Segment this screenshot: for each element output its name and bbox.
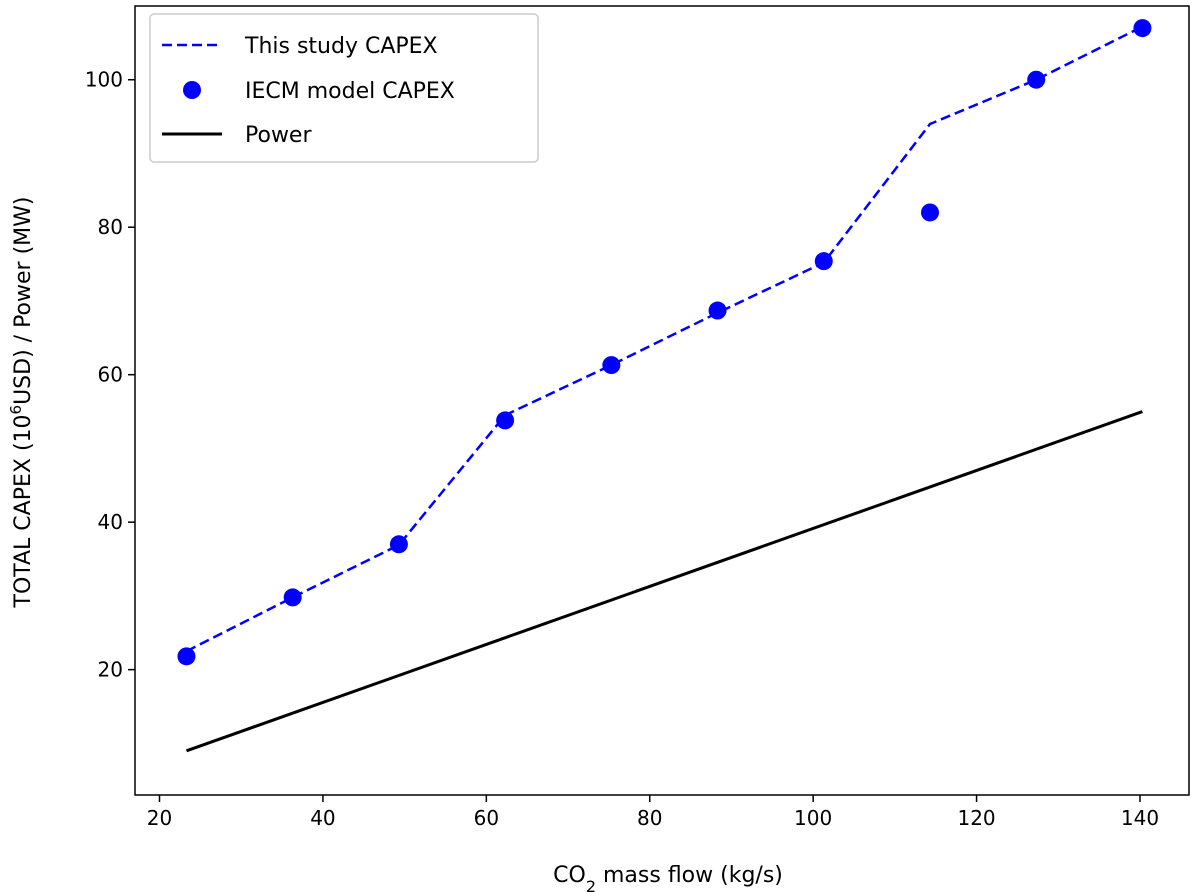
y-tick-label: 20 <box>98 658 123 682</box>
data-point-iecm-model-capex <box>708 301 727 320</box>
legend-label-this-study: This study CAPEX <box>244 34 438 59</box>
legend-marker-iecm <box>183 81 201 99</box>
legend-label-iecm: IECM model CAPEX <box>245 79 455 104</box>
x-tick-label: 120 <box>957 806 995 830</box>
data-point-iecm-model-capex <box>602 356 621 375</box>
data-point-iecm-model-capex <box>389 535 408 554</box>
data-point-iecm-model-capex <box>496 411 515 430</box>
axis-ticks: 20 40 60 80 100 120 140 20 40 60 80 100 <box>85 68 1159 830</box>
x-tick-label: 20 <box>147 806 172 830</box>
plot-area <box>177 19 1152 753</box>
x-tick-label: 60 <box>474 806 499 830</box>
data-point-iecm-model-capex <box>920 203 939 222</box>
y-tick-label: 40 <box>98 510 123 534</box>
data-point-iecm-model-capex <box>1133 19 1152 38</box>
y-axis-label: TOTAL CAPEX (106USD) / Power (MW) <box>7 197 36 609</box>
legend-label-power: Power <box>245 123 312 148</box>
x-axis-label: CO2 mass flow (kg/s) <box>553 863 783 892</box>
series-line-this-study-capex <box>185 25 1143 653</box>
y-tick-label: 80 <box>98 215 123 239</box>
data-point-iecm-model-capex <box>177 647 196 666</box>
x-tick-label: 100 <box>794 806 832 830</box>
x-tick-label: 80 <box>637 806 662 830</box>
y-tick-label: 100 <box>85 68 123 92</box>
legend-frame <box>149 13 539 163</box>
data-point-iecm-model-capex <box>283 588 302 607</box>
legend: This study CAPEX IECM model CAPEX Power <box>149 13 539 163</box>
data-point-iecm-model-capex <box>1027 70 1046 89</box>
y-tick-label: 60 <box>98 363 123 387</box>
x-tick-label: 40 <box>310 806 335 830</box>
plot-frame <box>134 5 1190 796</box>
x-tick-label: 140 <box>1121 806 1159 830</box>
data-point-iecm-model-capex <box>814 252 833 271</box>
series-line-power <box>185 410 1143 753</box>
